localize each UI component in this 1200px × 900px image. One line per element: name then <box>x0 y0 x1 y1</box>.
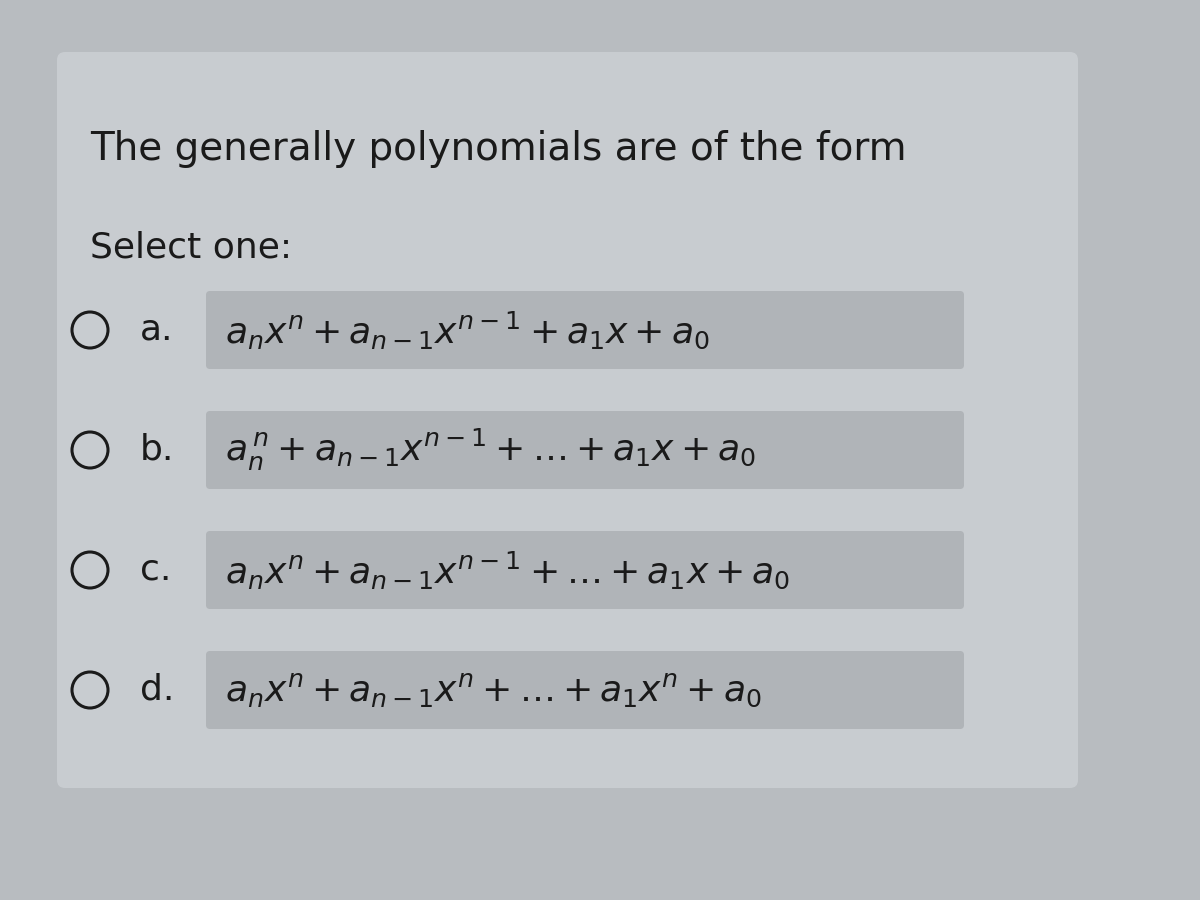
FancyBboxPatch shape <box>206 651 964 729</box>
FancyBboxPatch shape <box>58 52 1078 788</box>
Text: Select one:: Select one: <box>90 230 292 264</box>
FancyBboxPatch shape <box>206 531 964 609</box>
Text: c.: c. <box>140 553 172 587</box>
Text: $\mathit{a_n x^n + a_{n-1}x^{n-1} + a_1x + a_0}$: $\mathit{a_n x^n + a_{n-1}x^{n-1} + a_1x… <box>226 310 710 351</box>
Text: d.: d. <box>140 673 174 707</box>
Text: b.: b. <box>140 433 174 467</box>
FancyBboxPatch shape <box>206 291 964 369</box>
Text: $\mathit{a_n^{\,n} + a_{n-1}x^{n-1} + \ldots + a_1x + a_0}$: $\mathit{a_n^{\,n} + a_{n-1}x^{n-1} + \l… <box>226 427 756 473</box>
Text: a.: a. <box>140 313 174 347</box>
Text: The generally polynomials are of the form: The generally polynomials are of the for… <box>90 130 906 168</box>
Text: $\mathit{a_n x^n + a_{n-1}x^{n-1} + \ldots + a_1x + a_0}$: $\mathit{a_n x^n + a_{n-1}x^{n-1} + \ldo… <box>226 549 791 590</box>
FancyBboxPatch shape <box>206 411 964 489</box>
Text: $\mathit{a_n x^n + a_{n-1}x^n + \ldots + a_1 x^n + a_0}$: $\mathit{a_n x^n + a_{n-1}x^n + \ldots +… <box>226 671 762 708</box>
